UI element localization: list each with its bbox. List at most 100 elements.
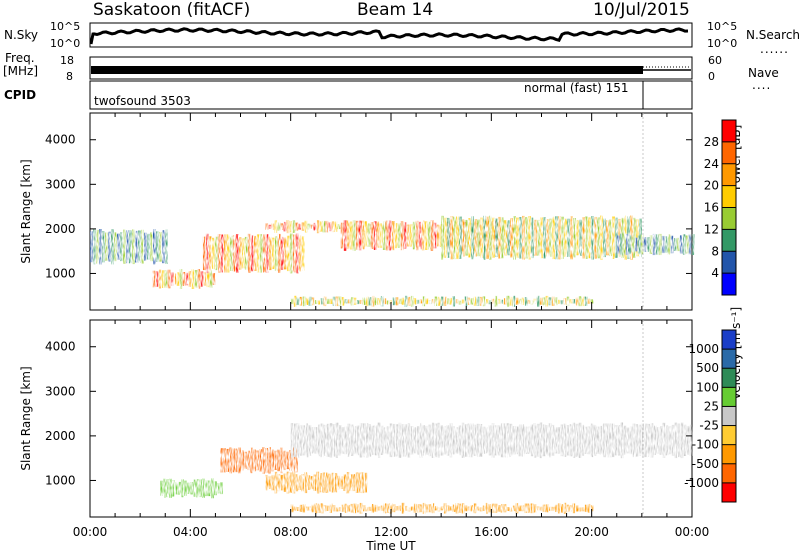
heatmap-cell [530, 300, 534, 305]
velocity-colorbar-swatch [722, 368, 736, 388]
heatmap-cell [161, 270, 165, 288]
heatmap-cell [93, 229, 96, 265]
heatmap-cell [292, 220, 296, 233]
heatmap-cell [262, 447, 265, 474]
heatmap-cell [412, 221, 416, 250]
heatmap-cell [581, 507, 585, 512]
heatmap-cell [638, 424, 642, 456]
heatmap-cell [274, 471, 278, 494]
heatmap-cell [563, 423, 567, 457]
heatmap-cell [667, 234, 671, 255]
heatmap-cell [271, 475, 275, 491]
heatmap-cell [320, 298, 324, 305]
heatmap-cell [570, 216, 573, 260]
heatmap-cell [388, 220, 392, 251]
power-colorbar-tick-label: 20 [704, 179, 719, 193]
velocity-colorbar: 1000 500 100 25 -25 -100 -500 -1000 [684, 329, 737, 503]
heatmap-cell [349, 474, 353, 492]
heatmap-cell [253, 235, 257, 271]
nsky-label: N.Sky [4, 28, 39, 42]
heatmap-cell [361, 472, 365, 494]
heatmap-cell [182, 272, 186, 286]
heatmap-cell [280, 223, 284, 230]
heatmap-cell [259, 449, 262, 472]
heatmap-cell [579, 219, 582, 256]
heatmap-cell [394, 223, 398, 249]
heatmap-cell [132, 229, 135, 265]
heatmap-cell [323, 296, 327, 307]
freq-tick-right-top: 60 [708, 54, 722, 67]
heatmap-cell [470, 423, 474, 458]
freq-tick-right-bottom: 0 [708, 70, 715, 83]
heatmap-cell [304, 220, 308, 233]
heatmap-cell [511, 223, 515, 248]
heatmap-cell [476, 423, 480, 457]
heatmap-cell [296, 297, 300, 306]
heatmap-cell [184, 480, 187, 496]
heatmap-cell [322, 220, 326, 233]
heatmap-cell [628, 234, 632, 255]
heatmap-cell [691, 234, 695, 255]
heatmap-cell [525, 217, 528, 259]
heatmap-cell [311, 504, 315, 513]
heatmap-cell [326, 423, 330, 457]
heatmap-cell [506, 295, 510, 307]
heatmap-cell [274, 450, 277, 470]
heatmap-cell [159, 231, 162, 262]
heatmap-cell [268, 476, 272, 489]
heatmap-cell [244, 451, 247, 469]
heatmap-cell [211, 237, 215, 269]
velocity-ytick-label: 2000 [45, 429, 76, 443]
heatmap-cell [102, 231, 105, 263]
xtick-label: 16:00 [474, 525, 509, 539]
heatmap-cell [212, 273, 216, 285]
heatmap-cell [308, 424, 312, 456]
heatmap-cell [391, 221, 395, 251]
heatmap-cell [557, 427, 561, 454]
heatmap-cell [220, 482, 223, 495]
heatmap-cell [524, 426, 528, 454]
heatmap-cell [419, 422, 423, 458]
heatmap-cell [292, 234, 296, 273]
heatmap-cell [328, 473, 332, 492]
heatmap-cell [298, 475, 302, 490]
heatmap-cell [250, 447, 253, 474]
heatmap-cell [167, 269, 171, 289]
heatmap-cell [537, 219, 540, 256]
freq-bar [91, 66, 643, 74]
heatmap-cell [572, 422, 576, 458]
heatmap-cell [166, 479, 169, 498]
heatmap-cell [173, 273, 177, 285]
heatmap-cell [479, 296, 483, 306]
heatmap-cell [350, 297, 354, 306]
velocity-colorbar-swatch [722, 406, 736, 426]
heatmap-cell [376, 223, 380, 248]
heatmap-cell [424, 221, 428, 250]
nsearch-label: N.Search [746, 28, 800, 42]
heatmap-cell [451, 222, 455, 249]
heatmap-cell [359, 423, 363, 458]
heatmap-cell [362, 423, 366, 458]
heatmap-cell [320, 423, 324, 458]
heatmap-cell [674, 422, 678, 459]
velocity-colorbar-tick-label: 25 [704, 399, 719, 413]
power-colorbar-tick-label: 12 [704, 222, 719, 236]
heatmap-cell [96, 229, 99, 264]
heatmap-cell [658, 233, 662, 256]
heatmap-cell [452, 504, 456, 512]
heatmap-cell [232, 235, 236, 272]
heatmap-cell [416, 426, 420, 455]
heatmap-cell [299, 424, 303, 456]
heatmap-cell [190, 482, 193, 495]
heatmap-cell [214, 481, 217, 496]
heatmap-cell [338, 507, 342, 512]
heatmap-cell [516, 217, 519, 258]
heatmap-cell [286, 451, 289, 470]
heatmap-cell [555, 216, 558, 260]
heatmap-cell [293, 506, 297, 511]
heatmap-cell [490, 221, 494, 250]
freq-panel [89, 56, 693, 80]
heatmap-cell [481, 223, 485, 248]
velocity-data [160, 422, 693, 514]
heatmap-cell [488, 504, 492, 513]
